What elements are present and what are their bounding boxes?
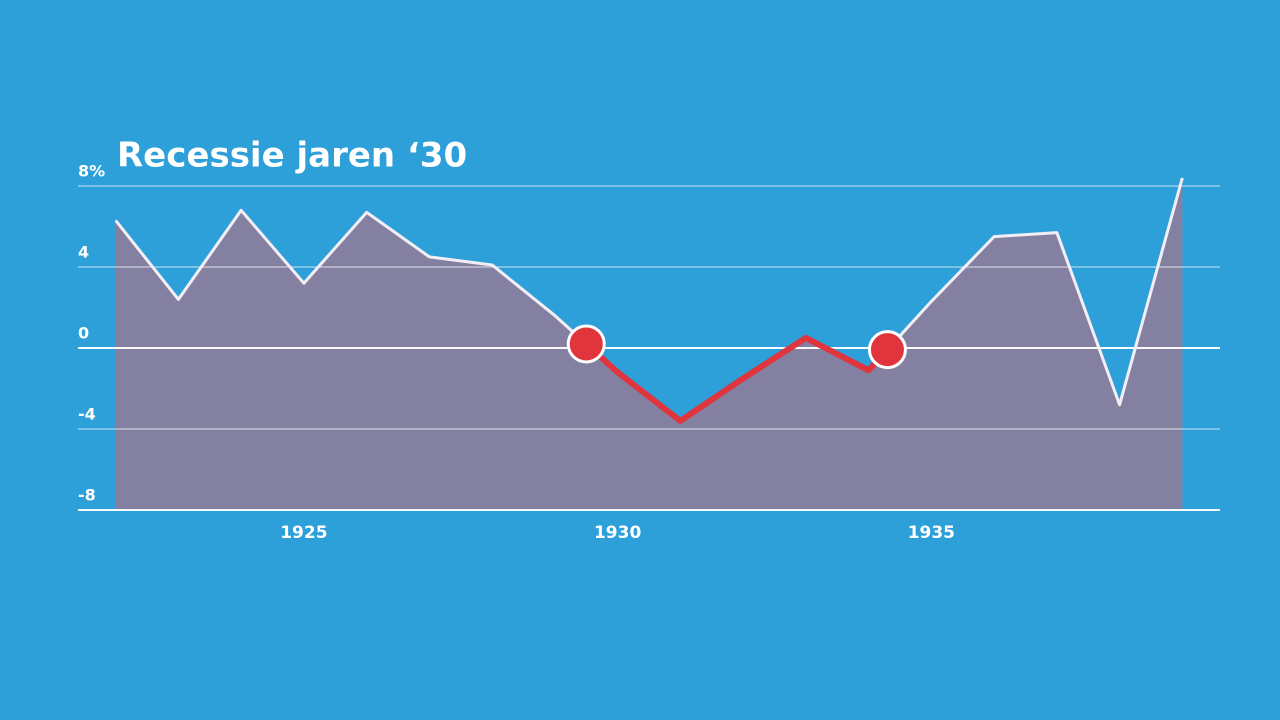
highlight-line bbox=[584, 334, 890, 424]
x-tick-label: 1930 bbox=[594, 523, 641, 543]
y-tick-label: -8 bbox=[78, 486, 96, 505]
y-tick-label: 4 bbox=[78, 243, 89, 262]
highlight-marker bbox=[566, 324, 606, 364]
y-tick-label: 8% bbox=[78, 162, 105, 181]
chart-title: Recessie jaren ‘30 bbox=[117, 136, 467, 176]
y-tick-label: -4 bbox=[78, 405, 96, 424]
y-tick-label: 0 bbox=[78, 324, 89, 343]
x-tick-label: 1935 bbox=[908, 523, 955, 543]
area bbox=[115, 177, 1183, 510]
x-tick-label: 1925 bbox=[280, 523, 327, 543]
highlight-marker bbox=[867, 330, 907, 370]
